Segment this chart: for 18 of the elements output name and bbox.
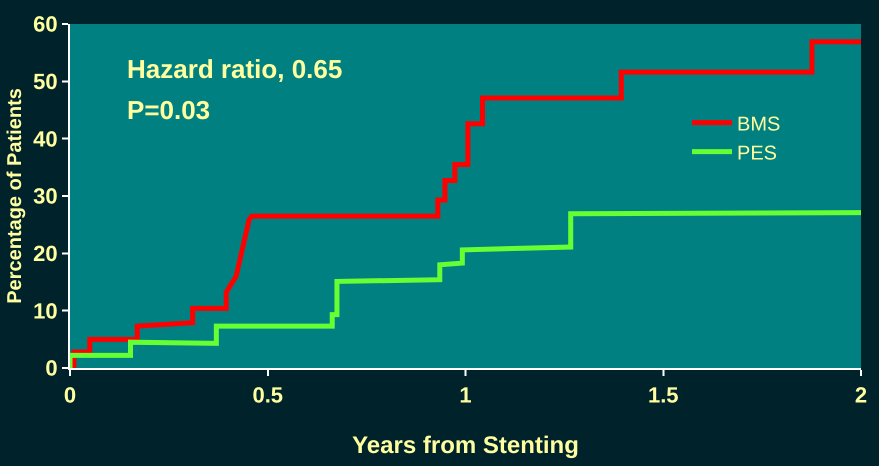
y-tick-label: 40: [33, 126, 58, 152]
annotation: P=0.03: [127, 95, 210, 125]
x-tick-label: 1: [459, 382, 472, 408]
x-tick-label: 0.5: [252, 382, 284, 408]
x-tick-label: 2: [854, 382, 868, 408]
annotation: Hazard ratio, 0.65: [127, 54, 342, 84]
legend-label: PES: [736, 142, 778, 164]
y-tick-label: 60: [33, 12, 58, 37]
y-tick-label: 50: [33, 69, 58, 94]
y-tick-label: 10: [33, 298, 58, 324]
y-axis-title: Percentage of Patients: [4, 88, 26, 304]
x-axis-title: Years from Stenting: [352, 432, 579, 460]
x-tick-label: 1.5: [648, 382, 679, 408]
y-tick-label: 20: [33, 241, 58, 266]
x-tick-label: 0: [64, 382, 76, 408]
y-tick-label: 30: [33, 184, 58, 209]
y-tick-label: 0: [45, 356, 58, 381]
legend-label: BMS: [736, 113, 780, 136]
